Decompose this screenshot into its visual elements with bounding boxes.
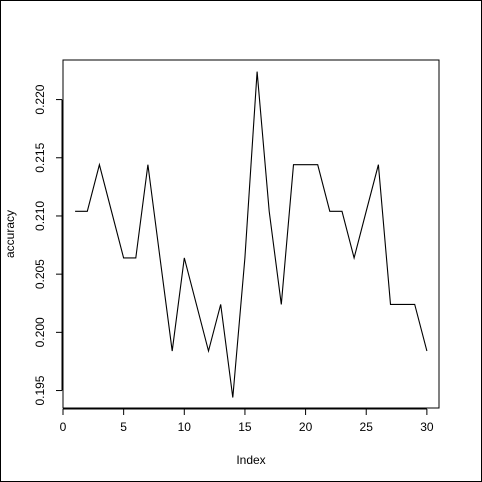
x-tick-label: 10 [178, 420, 192, 434]
x-tick-label: 0 [60, 420, 67, 434]
y-tick-label: 0.200 [33, 317, 47, 347]
y-tick-label: 0.210 [33, 201, 47, 231]
x-tick-label: 25 [360, 420, 374, 434]
x-axis-label: Index [236, 453, 265, 467]
x-tick-label: 15 [238, 420, 252, 434]
y-tick-label: 0.220 [33, 84, 47, 114]
series-line-0 [75, 71, 428, 398]
x-tick-label: 5 [120, 420, 127, 434]
series-layer [75, 71, 428, 398]
x-axis: 0 5 10 15 20 25 30 [60, 408, 434, 434]
plot-box [62, 59, 440, 409]
y-axis: 0.195 0.200 0.205 0.210 0.215 0.220 [33, 84, 63, 406]
x-tick-label: 20 [299, 420, 313, 434]
y-tick-label: 0.195 [33, 375, 47, 405]
y-tick-label: 0.205 [33, 259, 47, 289]
y-tick-label: 0.215 [33, 142, 47, 172]
x-tick-label: 30 [420, 420, 434, 434]
y-axis-label: accuracy [3, 210, 17, 258]
